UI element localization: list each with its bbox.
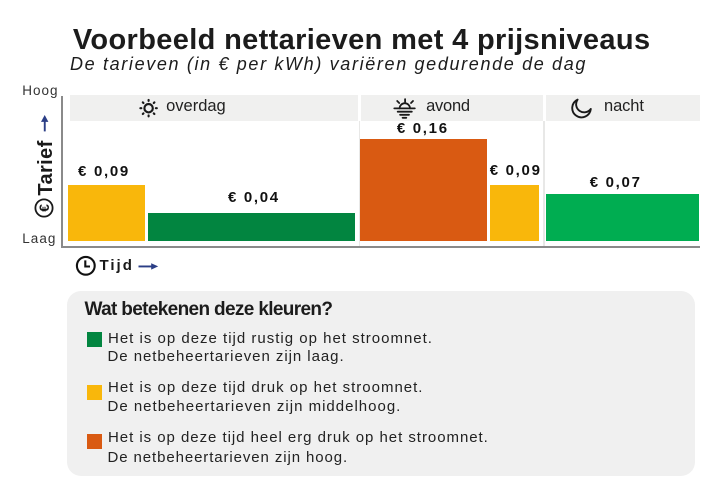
- svg-text:€: €: [36, 204, 52, 212]
